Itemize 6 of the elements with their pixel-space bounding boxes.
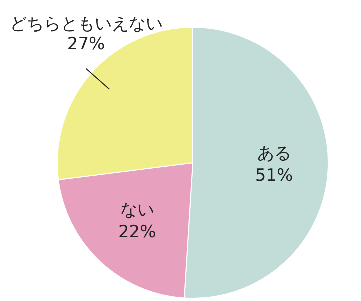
- slice-label: ない: [120, 200, 154, 221]
- slice-label: どちらともいえない: [10, 14, 163, 34]
- data-label: 22%: [118, 222, 156, 243]
- slice-label: ある: [257, 144, 292, 164]
- data-label: 51%: [255, 166, 294, 186]
- data-label: 27%: [67, 34, 106, 54]
